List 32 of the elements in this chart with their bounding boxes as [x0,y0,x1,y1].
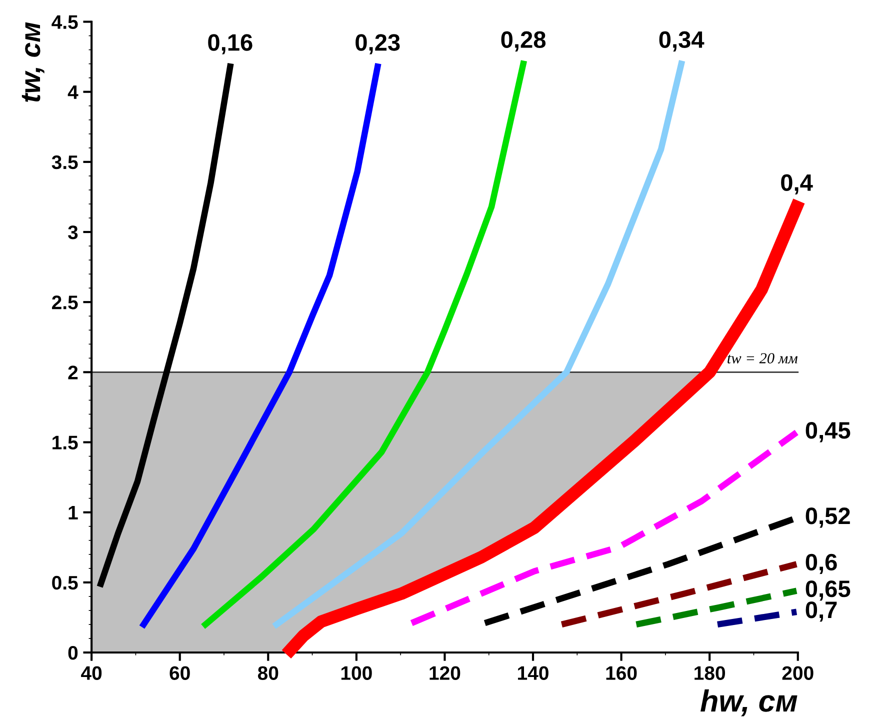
y-tick-label: 4 [68,86,78,99]
x-tick-label: 180 [694,666,726,680]
y-tick-label: 2.5 [52,296,78,310]
y-axis-title: tw, см [22,22,44,102]
series-label: 0,23 [356,34,400,54]
y-tick-label: 4.5 [52,15,78,29]
annotation: tw = 20 мм [728,353,798,364]
y-tick-label: 0 [68,646,78,660]
x-tick-label: 120 [430,666,460,680]
x-axis-title: hw, см [700,689,798,716]
y-tick-label: 3 [68,225,78,240]
series-label: 0,34 [659,31,704,52]
y-tick-label: 2 [68,366,78,380]
series-label: 0,16 [208,34,252,54]
y-tick-label: 1 [68,506,78,520]
series-label: 0,45 [806,422,850,442]
y-tick-label: 3.5 [52,155,78,170]
x-tick-label: 140 [518,666,548,680]
x-tick-label: 60 [170,666,190,680]
series-label: 0,28 [501,31,546,52]
series-label: 0,65 [806,580,850,601]
series-label: 0,7 [806,601,837,622]
x-tick-label: 100 [341,666,372,680]
y-tick-label: 1.5 [52,436,78,450]
series-label: 0,6 [806,554,837,574]
x-tick-label: 200 [782,666,814,680]
series-label: 0,4 [781,174,813,194]
x-tick-label: 80 [258,666,278,680]
y-tick-label: 0.5 [52,576,78,590]
x-tick-label: 160 [606,666,637,680]
series-label: 0,52 [806,508,850,528]
x-tick-label: 40 [81,666,102,680]
